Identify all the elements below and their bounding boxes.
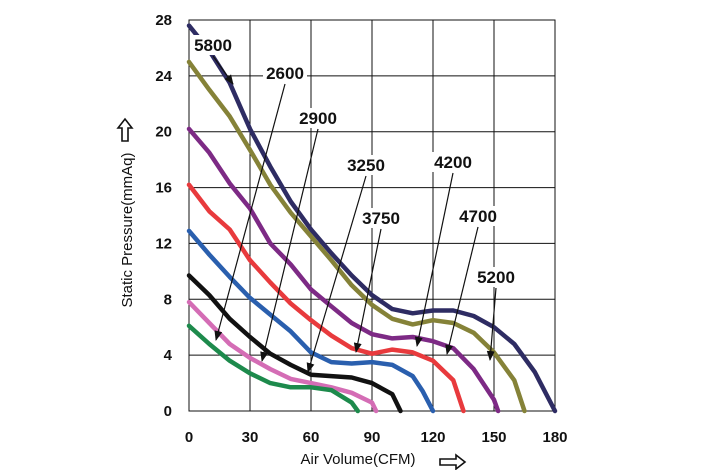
curve-label-bg bbox=[359, 208, 403, 228]
x-axis-title: Air Volume(CFM) bbox=[300, 451, 415, 468]
curve-label-bg bbox=[456, 206, 500, 226]
y-tick-label: 28 bbox=[155, 12, 172, 29]
curve-label-5800: 5800 bbox=[194, 36, 232, 55]
series-line-3250 bbox=[186, 273, 403, 414]
series-line-4200 bbox=[186, 182, 466, 414]
x-axis-arrow-icon bbox=[439, 453, 467, 470]
series-lines bbox=[186, 23, 558, 414]
series-line-2900 bbox=[186, 299, 379, 414]
curve-label-bg bbox=[344, 155, 388, 175]
series-line-5800 bbox=[186, 23, 558, 414]
axes: 0 30 60 90 120 150 180 0 4 8 12 16 20 24 28 bbox=[155, 12, 567, 446]
curve-label-5200: 5200 bbox=[477, 268, 515, 287]
curve-label-arrow bbox=[306, 175, 367, 373]
x-tick-label: 180 bbox=[542, 429, 567, 446]
curve-label-4700: 4700 bbox=[459, 207, 497, 226]
y-tick-label: 24 bbox=[155, 68, 172, 85]
curve-label-arrow bbox=[212, 55, 234, 85]
curve-label-arrow bbox=[214, 83, 286, 341]
curve-label-arrow bbox=[353, 228, 382, 353]
grid-lines bbox=[188, 19, 556, 412]
curve-label-bg bbox=[263, 63, 307, 83]
curve-label-arrow bbox=[486, 287, 497, 361]
curve-label-bg bbox=[431, 152, 475, 172]
x-tick-label: 120 bbox=[420, 429, 445, 446]
curve-label-2900: 2900 bbox=[299, 109, 337, 128]
series-line-5200 bbox=[186, 59, 527, 414]
series-line-3750 bbox=[186, 228, 436, 414]
curve-label-bg bbox=[296, 108, 340, 128]
curve-label-3750: 3750 bbox=[362, 209, 400, 228]
y-tick-label: 0 bbox=[164, 403, 172, 420]
y-tick-label: 20 bbox=[155, 124, 172, 141]
x-tick-label: 0 bbox=[185, 429, 193, 446]
series-line-4700 bbox=[186, 126, 501, 414]
curve-label-bg bbox=[474, 267, 518, 287]
curve-label-arrow bbox=[260, 128, 319, 362]
y-tick-label: 16 bbox=[155, 180, 172, 197]
curve-label-arrow bbox=[445, 226, 479, 355]
curve-label-bg bbox=[191, 35, 235, 55]
y-axis-title: Static Pressure(mmAq) bbox=[119, 152, 136, 307]
curve-label-4200: 4200 bbox=[434, 153, 472, 172]
curve-label-3250: 3250 bbox=[347, 156, 385, 175]
series-line-2600 bbox=[186, 323, 361, 414]
y-tick-label: 12 bbox=[155, 235, 172, 252]
curve-label-arrow bbox=[414, 172, 454, 347]
curve-label-2600: 2600 bbox=[266, 64, 304, 83]
y-tick-label: 8 bbox=[164, 291, 172, 308]
y-tick-label: 4 bbox=[164, 347, 173, 364]
x-tick-label: 90 bbox=[364, 429, 381, 446]
x-tick-label: 30 bbox=[242, 429, 259, 446]
curve-labels: 5800 2600 2900 3250 3750 4200 4700 5200 bbox=[191, 35, 518, 373]
x-tick-label: 60 bbox=[303, 429, 320, 446]
x-tick-label: 150 bbox=[481, 429, 506, 446]
y-axis-arrow-icon bbox=[116, 117, 134, 142]
